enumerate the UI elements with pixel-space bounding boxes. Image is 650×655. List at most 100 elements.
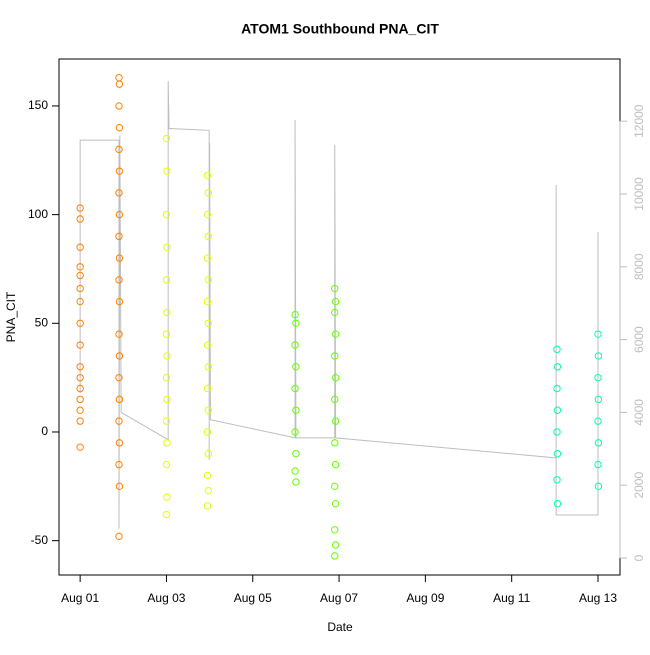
point: [594, 373, 602, 382]
point: [594, 417, 602, 425]
point: [203, 210, 212, 219]
point: [163, 243, 171, 251]
point: [115, 145, 123, 154]
point: [331, 330, 340, 338]
point: [76, 363, 84, 371]
point: [204, 363, 213, 371]
point: [163, 167, 171, 175]
point: [76, 284, 84, 293]
point: [204, 319, 213, 328]
point: [553, 450, 562, 458]
point: [553, 345, 561, 354]
point: [553, 363, 562, 371]
point: [292, 478, 300, 486]
point: [594, 439, 603, 447]
point: [203, 502, 212, 510]
point: [292, 319, 300, 328]
point: [291, 341, 299, 349]
point: [76, 443, 84, 451]
point: [203, 254, 212, 262]
point: [203, 471, 212, 480]
y2-tick-label: 2000: [632, 472, 646, 499]
point: [331, 308, 339, 317]
point: [76, 384, 84, 393]
point: [115, 395, 124, 404]
point: [204, 189, 213, 197]
point: [553, 428, 561, 436]
point: [331, 395, 339, 404]
point: [115, 167, 124, 175]
x-tick-label: Aug 03: [147, 591, 185, 605]
y-tick-label: 0: [41, 424, 48, 438]
point: [115, 189, 123, 197]
point: [331, 460, 340, 469]
point: [291, 467, 299, 475]
point: [331, 417, 340, 425]
point: [115, 330, 123, 338]
point: [163, 395, 171, 404]
point: [594, 460, 602, 469]
point: [553, 406, 562, 414]
point: [115, 373, 123, 382]
point: [115, 352, 124, 360]
point: [162, 134, 171, 143]
point: [331, 482, 339, 491]
point: [162, 417, 171, 425]
point: [115, 276, 123, 284]
point: [76, 395, 84, 404]
chart-title: ATOM1 Southbound PNA_CIT: [241, 21, 439, 37]
point: [76, 204, 84, 212]
point: [331, 373, 340, 382]
point: [203, 297, 212, 306]
point: [291, 384, 299, 393]
point: [204, 406, 213, 414]
point: [331, 500, 340, 508]
point: [163, 493, 171, 501]
point: [292, 363, 300, 371]
point: [331, 284, 339, 293]
point: [115, 532, 123, 541]
point: [115, 297, 124, 306]
point: [115, 439, 124, 447]
point: [291, 310, 299, 319]
point: [162, 373, 171, 382]
point: [115, 123, 124, 132]
point: [203, 384, 212, 393]
point: [76, 406, 84, 414]
point: [204, 450, 213, 458]
x-tick-label: Aug 09: [406, 591, 444, 605]
y-axis-label: PNA_CIT: [4, 291, 18, 342]
point: [203, 171, 212, 180]
point: [162, 210, 171, 219]
point: [594, 352, 603, 360]
point: [331, 352, 339, 360]
point: [204, 486, 213, 495]
point: [163, 308, 171, 317]
y2-tick-label: 12000: [632, 104, 646, 138]
point: [162, 510, 171, 519]
y2-tick-label: 8000: [632, 253, 646, 280]
point: [292, 450, 300, 458]
point: [76, 263, 84, 271]
point: [162, 330, 171, 338]
y-tick-label: 150: [28, 98, 48, 112]
point: [331, 541, 340, 549]
point: [291, 428, 299, 436]
y-tick-label: 50: [35, 315, 49, 329]
point: [594, 482, 603, 491]
point: [115, 102, 123, 110]
point: [115, 254, 124, 262]
point: [115, 80, 124, 88]
point: [115, 417, 123, 425]
point: [204, 276, 213, 284]
point: [553, 384, 561, 393]
point: [162, 276, 171, 284]
point: [76, 243, 84, 251]
y2-tick-label: 10000: [632, 177, 646, 211]
x-axis-label: Date: [327, 620, 353, 634]
point: [115, 210, 124, 219]
y2-tick-label: 6000: [632, 326, 646, 353]
point: [331, 297, 340, 306]
